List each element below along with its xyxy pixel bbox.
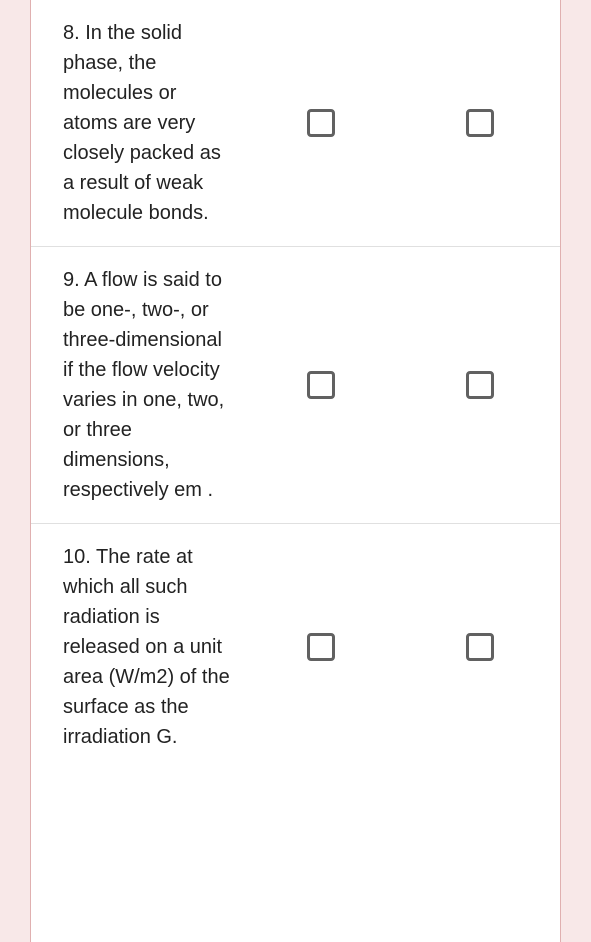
checkbox-option-2[interactable] bbox=[466, 371, 494, 399]
question-row: 8. In the solid phase, the molecules or … bbox=[31, 0, 560, 247]
checkbox-option-1[interactable] bbox=[307, 633, 335, 661]
checkbox-option-1[interactable] bbox=[307, 109, 335, 137]
form-card: 8. In the solid phase, the molecules or … bbox=[30, 0, 561, 942]
question-body: A flow is said to be one-, two-, or thre… bbox=[63, 269, 224, 501]
checkbox-cell-2 bbox=[401, 633, 561, 661]
question-text: 10. The rate at which all such radiation… bbox=[31, 542, 241, 752]
question-body: In the solid phase, the molecules or ato… bbox=[63, 22, 221, 224]
question-row: 9. A flow is said to be one-, two-, or t… bbox=[31, 247, 560, 524]
question-text: 9. A flow is said to be one-, two-, or t… bbox=[31, 265, 241, 505]
checkbox-option-1[interactable] bbox=[307, 371, 335, 399]
checkbox-cell-1 bbox=[241, 109, 401, 137]
question-body: The rate at which all such radiation is … bbox=[63, 546, 230, 748]
checkbox-cell-2 bbox=[401, 109, 561, 137]
question-number: 10. bbox=[63, 546, 91, 568]
checkbox-cell-1 bbox=[241, 633, 401, 661]
question-row: 10. The rate at which all such radiation… bbox=[31, 524, 560, 770]
checkbox-option-2[interactable] bbox=[466, 109, 494, 137]
question-number: 8. bbox=[63, 22, 80, 44]
question-number: 9. bbox=[63, 269, 80, 291]
question-text: 8. In the solid phase, the molecules or … bbox=[31, 18, 241, 228]
checkbox-cell-1 bbox=[241, 371, 401, 399]
checkbox-cell-2 bbox=[401, 371, 561, 399]
checkbox-option-2[interactable] bbox=[466, 633, 494, 661]
